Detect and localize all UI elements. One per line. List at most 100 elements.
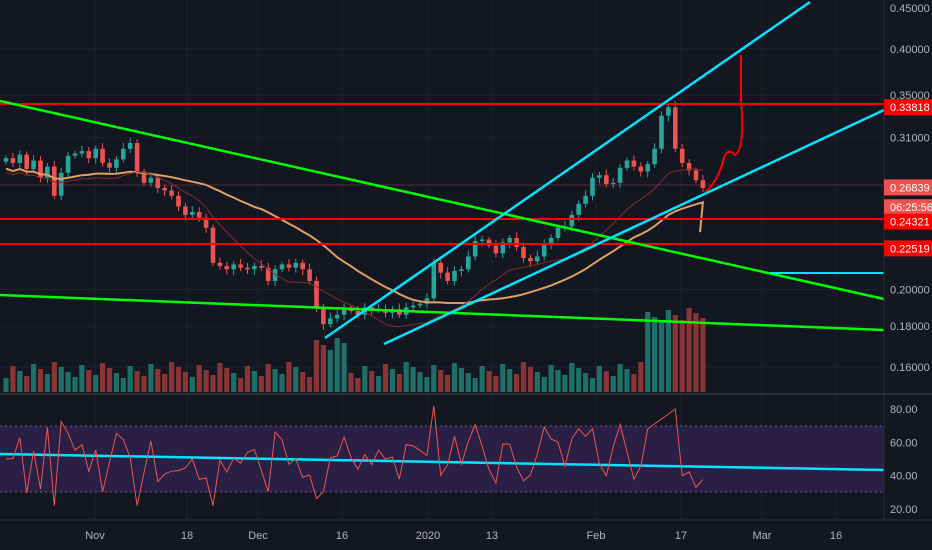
candle-body: [52, 166, 57, 196]
candle-body: [431, 262, 437, 299]
volume-bar: [272, 369, 278, 392]
candle-body: [410, 305, 416, 308]
candle-body: [645, 164, 650, 172]
volume-bar: [86, 370, 92, 392]
cyan-channel-upper[interactable]: [324, 0, 811, 340]
green-downtrend-line-upper[interactable]: [0, 99, 885, 301]
volume-bar: [182, 372, 188, 392]
volume-bar: [665, 310, 671, 392]
candle-body: [141, 171, 147, 183]
rsi-tick-label: 80.00: [890, 404, 918, 416]
candle-body: [79, 151, 85, 154]
volume-bar: [72, 377, 78, 392]
candle-body: [224, 266, 230, 270]
time-tick-label: 18: [181, 530, 193, 542]
volume-bar: [100, 363, 106, 392]
price-tick-label: 0.16000: [890, 362, 930, 374]
candle-body: [300, 262, 305, 270]
time-tick-label: 16: [336, 530, 348, 542]
cyan-channel-lower[interactable]: [383, 108, 885, 346]
time-tick-label: 13: [486, 530, 498, 542]
candle-body: [245, 267, 250, 270]
volume-bar: [327, 350, 333, 392]
volume-bar: [113, 373, 119, 392]
volume-bar: [17, 371, 23, 392]
price-tick-label: 0.18000: [890, 321, 930, 333]
volume-bar: [334, 338, 340, 392]
candle-body: [521, 247, 526, 259]
volume-bar: [645, 312, 651, 392]
rsi-axis[interactable]: 80.00 60.00 40.00 20.00: [890, 404, 918, 516]
candle-body: [238, 264, 243, 268]
volume-bar: [589, 378, 596, 392]
volume-bar: [479, 366, 485, 392]
price-tick-label: 0.31000: [890, 132, 930, 144]
volume-bar: [24, 376, 30, 392]
candle-body: [162, 187, 167, 191]
ma-long-line: [5, 167, 705, 305]
volume-bar: [458, 368, 464, 392]
candle-body: [583, 195, 588, 204]
candle-body: [134, 143, 140, 172]
red-projection-path[interactable]: [704, 55, 744, 193]
volume-bar: [396, 374, 402, 392]
volume-bar: [196, 365, 202, 392]
candle-body: [265, 267, 271, 281]
volume-bar: [31, 364, 37, 392]
candle-body: [652, 148, 657, 165]
volume-bar: [603, 371, 609, 392]
candle-body: [604, 175, 609, 185]
candle-body: [252, 266, 257, 270]
green-downtrend-line-lower[interactable]: [0, 293, 885, 332]
volume-bar: [37, 369, 44, 392]
candle-body: [321, 307, 326, 325]
time-tick-label: 16: [830, 530, 842, 542]
volume-bar: [307, 377, 313, 392]
candle-body: [286, 264, 292, 268]
candle-body: [217, 262, 223, 267]
volume-bar: [617, 364, 623, 392]
time-axis[interactable]: Nov 18 Dec 16 2020 13 Feb 17 Mar 16: [85, 530, 842, 542]
candle-body: [72, 153, 78, 156]
volume-bar: [403, 362, 409, 392]
candle-body: [107, 162, 112, 168]
volume-bars: [3, 308, 706, 392]
candle-body: [569, 214, 575, 227]
volume-bar: [258, 376, 264, 392]
volume-bar: [382, 364, 389, 392]
volume-bar: [507, 369, 513, 392]
candle-body: [597, 175, 602, 178]
candle-body: [114, 159, 119, 168]
candle-body: [424, 298, 430, 304]
candle-body: [535, 256, 540, 262]
candle-body: [155, 177, 161, 188]
time-tick-label: Nov: [85, 530, 105, 542]
volume-bar: [224, 368, 230, 392]
volume-bar: [410, 367, 416, 392]
volume-bar: [65, 372, 71, 392]
volume-bar: [369, 371, 375, 392]
candle-body: [507, 238, 512, 243]
volume-bar: [389, 369, 395, 392]
volume-bar: [286, 362, 292, 392]
candle-body: [65, 155, 71, 173]
price-label-box: [884, 240, 932, 257]
volume-bar: [569, 363, 575, 392]
candle-body: [121, 148, 126, 160]
candle-body: [679, 148, 685, 163]
candle-body: [127, 143, 133, 149]
candle-body: [328, 318, 333, 325]
volume-bar: [596, 366, 602, 392]
volume-bar: [438, 370, 444, 392]
candle-body: [417, 303, 423, 306]
volume-bar: [203, 370, 209, 392]
volume-bar: [79, 365, 85, 392]
candle-body: [307, 269, 312, 281]
candle-body: [203, 217, 209, 228]
candle-body: [541, 244, 547, 257]
candle-body: [31, 160, 36, 170]
price-label-box: [884, 99, 932, 116]
volume-bar: [51, 362, 57, 392]
volume-bar: [362, 366, 368, 392]
